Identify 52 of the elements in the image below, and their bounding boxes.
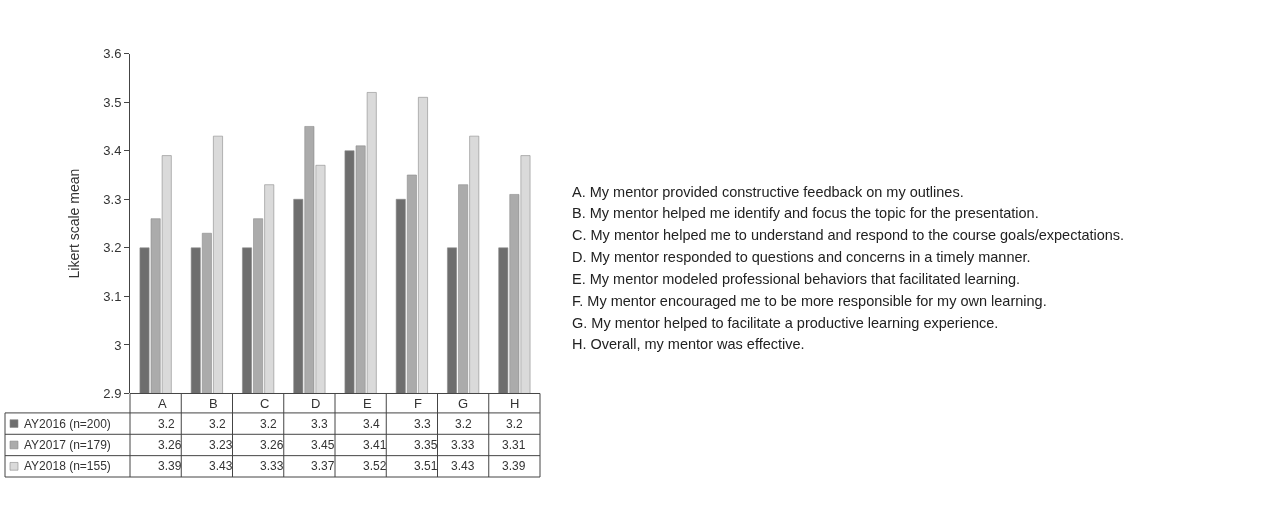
x-tick-label: F xyxy=(414,396,422,411)
y-tick-label: 3.1 xyxy=(103,288,122,304)
text: G. My mentor helped to facilitate a productive learning experience. xyxy=(572,315,999,331)
x-tick-label: H xyxy=(510,396,520,411)
text: D. My mentor responded to questions and concerns in a timely manner. xyxy=(572,249,1031,265)
text: C. My mentor helped me to understand and respond to the course goals/expectations. xyxy=(572,227,1125,243)
y-tick-label: 3.2 xyxy=(103,240,122,256)
x-tick-label: D xyxy=(311,396,321,411)
data-label: 3.43 xyxy=(209,459,233,473)
data-label: 3.3 xyxy=(311,417,329,431)
data-label: 3.2 xyxy=(455,417,473,431)
x-tick-label: A xyxy=(158,396,167,411)
data-label: 3.4 xyxy=(363,417,381,431)
legend-label: AY2016 (n=200) xyxy=(24,417,111,431)
legend-label: AY2017 (n=179) xyxy=(24,438,111,452)
x-tick-label: E xyxy=(363,396,372,411)
x-tick-label: G xyxy=(458,396,469,411)
data-label: 3.35 xyxy=(414,438,438,452)
data-label: 3.2 xyxy=(158,417,176,431)
data-label: 3.39 xyxy=(502,459,526,473)
y-tick-label: 3.5 xyxy=(103,94,122,110)
y-tick-label: 3.6 xyxy=(103,46,122,62)
data-label: 3.43 xyxy=(451,459,475,473)
data-label: 3.33 xyxy=(260,459,284,473)
data-label: 3.2 xyxy=(506,417,524,431)
data-label: 3.26 xyxy=(158,438,182,452)
text: A. My mentor provided constructive feedback on my outlines. xyxy=(572,184,964,200)
data-label: 3.52 xyxy=(363,459,387,473)
data-label: 3.37 xyxy=(311,459,335,473)
y-axis-title: Likert scale mean xyxy=(65,168,82,279)
data-label: 3.41 xyxy=(363,438,387,452)
data-label: 3.31 xyxy=(502,438,526,452)
data-label: 3.45 xyxy=(311,438,335,452)
text: B. My mentor helped me identify and focus the topic for the presentation. xyxy=(572,205,1039,221)
data-label: 3.2 xyxy=(209,417,227,431)
legend-label: AY2018 (n=155) xyxy=(24,459,111,473)
y-tick-label: 3.4 xyxy=(103,143,122,159)
data-label: 3.33 xyxy=(451,438,475,452)
text: E. My mentor modeled professional behaviors that facilitated learning. xyxy=(572,271,1021,287)
data-label: 3.51 xyxy=(414,459,438,473)
data-label: 3.23 xyxy=(209,438,233,452)
y-tick-label: 2.9 xyxy=(103,386,122,402)
text: F. My mentor encouraged me to be more responsible for my own learning. xyxy=(572,293,1047,309)
data-label: 3.39 xyxy=(158,459,182,473)
x-tick-label: B xyxy=(209,396,218,411)
data-label: 3.26 xyxy=(260,438,284,452)
x-tick-label: C xyxy=(260,396,270,411)
data-label: 3.3 xyxy=(414,417,432,431)
y-tick-label: 3 xyxy=(114,337,122,353)
text: H. Overall, my mentor was effective. xyxy=(572,336,805,352)
data-label: 3.2 xyxy=(260,417,278,431)
y-tick-label: 3.3 xyxy=(103,191,122,207)
